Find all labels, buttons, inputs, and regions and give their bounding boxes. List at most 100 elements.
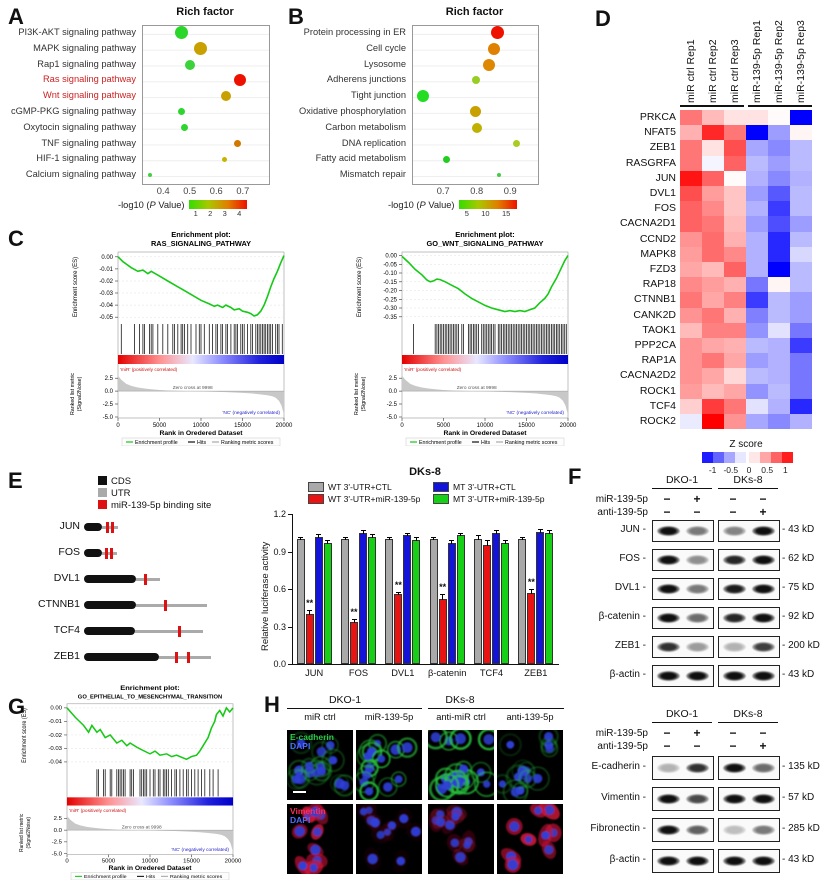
es-tick-label: -0.35 <box>383 315 397 321</box>
mir-binding-site-mark <box>105 547 108 559</box>
category-label: Carbon metabolism <box>325 121 406 132</box>
colorbar-legend: -log10 (P Value) 1 2 3 4 <box>118 200 247 218</box>
blot-box <box>652 665 714 687</box>
x-tick-label: 0.8 <box>470 186 484 196</box>
colorbar-gradient <box>458 200 517 209</box>
heatmap-cell <box>702 383 724 399</box>
heatmap-cell <box>702 246 724 262</box>
heatmap-cell <box>768 201 790 217</box>
heatmap-row-label: FZD3 <box>649 263 676 275</box>
protein-band <box>752 671 775 681</box>
gene-legend-label: UTR <box>111 488 131 499</box>
blot-box <box>652 756 714 780</box>
heatmap-row-label: FOS <box>654 202 676 215</box>
heatmap-cell <box>724 170 746 186</box>
error-bar <box>360 530 366 534</box>
heatmap-cell <box>724 368 746 384</box>
y-tick-mark <box>288 664 292 666</box>
protein-label: β-catenin - <box>598 611 646 622</box>
protein-band <box>752 555 775 565</box>
data-point <box>497 173 502 178</box>
mir-binding-site-mark <box>175 651 178 663</box>
bar <box>368 536 376 664</box>
category-label: cGMP-PKG signaling pathway <box>10 106 136 116</box>
heatmap-row-label: RAP18 <box>642 278 676 291</box>
gsea-title-line2: RAS_SIGNALING_PATHWAY <box>151 239 251 248</box>
bar-legend-label: WT 3'-UTR+miR-139-5p <box>328 494 421 504</box>
chart-title: Rich factor <box>176 6 234 18</box>
blot-box <box>652 549 714 571</box>
fluorescence-image: E-cadherin DAPI <box>287 730 353 800</box>
category-label: Ras signaling pathway <box>42 74 136 85</box>
blot-box <box>718 756 780 780</box>
category-label: Mismatch repair <box>339 169 406 180</box>
protein-band <box>723 825 746 835</box>
y-tick-mark <box>288 551 292 553</box>
error-bar <box>449 540 455 544</box>
negatively-correlated-label: 'NC' (negatively correlated) <box>171 847 229 852</box>
heatmap-row-label: TAOK1 <box>642 323 676 336</box>
gene-cds-bar <box>84 653 159 661</box>
heatmap-cell <box>790 125 812 141</box>
protein-band <box>686 613 709 623</box>
gsea-title-line1: Enrichment plot: <box>455 230 515 239</box>
treatment-label: anti-139-5p <box>597 507 648 518</box>
heatmap-cell <box>680 216 702 232</box>
treatment-label: miR-139-5p <box>595 494 648 505</box>
colorbar-tick: 1 <box>193 209 198 218</box>
protein-band <box>752 856 775 866</box>
error-bar <box>475 535 481 540</box>
ranked-axis-label-1: Ranked list metric <box>19 813 25 852</box>
gene-name: TCF4 <box>53 624 80 636</box>
rank-x-axis-label: Rank in Oredered Dataset <box>159 430 243 437</box>
rank-x-tick-label: 15000 <box>518 423 535 429</box>
colorbar-tick: 3 <box>222 209 227 218</box>
heatmap-row-label: CACNA2D2 <box>619 369 676 382</box>
positively-correlated-label: 'miR' (positively correlated) <box>69 808 127 813</box>
z-score-legend-tick: -0.5 <box>723 465 739 476</box>
ranked-tick-label: -5.0 <box>52 852 62 858</box>
bar-legend-swatch <box>308 494 324 504</box>
y-tick-label: 0.6 <box>273 584 286 594</box>
data-point <box>175 26 189 40</box>
heatmap-row-label: RAP1A <box>641 354 676 367</box>
blot-box <box>718 787 780 811</box>
treatment-sign: − <box>693 739 701 753</box>
gene-utr-bar <box>135 629 203 633</box>
gsea-title-line1: Enrichment plot: <box>171 230 231 239</box>
heatmap-row-label: PPP2CA <box>634 339 676 351</box>
rank-x-tick-label: 5000 <box>153 423 167 429</box>
ranked-metric-area <box>402 375 568 415</box>
protein-band <box>723 613 746 623</box>
blot-box <box>652 636 714 658</box>
molecular-weight-label: - 57 kD <box>782 792 815 803</box>
treatment-sign: − <box>663 726 671 740</box>
heatmap-cell <box>702 307 724 323</box>
bar-legend-label: WT 3'-UTR+CTL <box>328 482 392 492</box>
heatmap-cell <box>768 246 790 262</box>
gene-utr-bar <box>102 525 118 529</box>
heatmap-cell <box>746 338 768 354</box>
mir-binding-site-mark <box>164 599 167 611</box>
error-bar <box>325 540 331 544</box>
positively-correlated-label: 'miR' (positively correlated) <box>404 367 462 373</box>
panel-letter-f: F <box>568 464 582 489</box>
heatmap-cell <box>724 231 746 247</box>
es-tick-label: 0.00 <box>385 254 397 260</box>
cell-line-header: DKs-8 <box>733 474 763 486</box>
protein-band <box>752 794 775 804</box>
mir-binding-site-mark <box>110 547 113 559</box>
heatmap-column-header: miR ctrl Rep2 <box>707 39 719 103</box>
category-label: Oxytocin signaling pathway <box>23 121 136 132</box>
y-tick-label: 1.2 <box>273 509 286 519</box>
gene-legend-label: miR-139-5p binding site <box>111 500 212 511</box>
gsea-plot: Enrichment plot:RAS_SIGNALING_PATHWAY 0.0… <box>70 230 293 447</box>
colorbar-tick: 5 <box>464 209 469 218</box>
heatmap-cell <box>790 110 812 126</box>
protein-band <box>686 526 709 536</box>
enrichment-curve <box>66 706 234 761</box>
molecular-weight-label: - 285 kD <box>782 823 820 834</box>
ranked-tick-label: -2.5 <box>387 402 398 408</box>
error-bar <box>528 589 534 594</box>
protein-band <box>752 584 775 594</box>
